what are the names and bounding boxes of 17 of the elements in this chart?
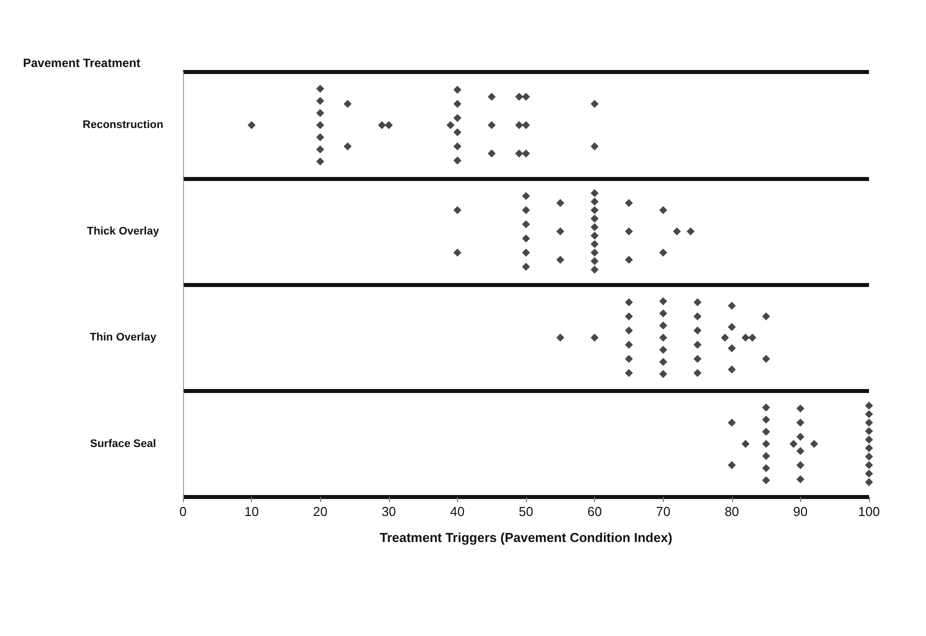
x-tick-label: 30 [382,504,396,519]
x-tick-label: 50 [518,504,534,519]
x-tick-label: 10 [244,504,259,519]
x-tick-label: 70 [656,504,670,519]
x-tick-label: 100 [858,504,880,519]
x-tick-label: 20 [312,504,328,519]
x-tick-label: 80 [724,504,740,519]
y-tick-label: Thin Overlay [90,332,158,344]
x-tick-label: 40 [450,504,465,519]
x-tick-label: 0 [179,504,187,519]
y-tick-label: Thick Overlay [86,225,160,238]
y-tick-label: Reconstruction [82,119,164,132]
x-tick-label: 60 [587,504,602,519]
x-axis-title: Treatment Triggers (Pavement Condition Index) [380,530,672,545]
y-tick-label: Surface Seal [90,438,156,450]
y-axis-title: Pavement Treatment [23,56,140,70]
x-tick-label: 90 [793,504,808,519]
